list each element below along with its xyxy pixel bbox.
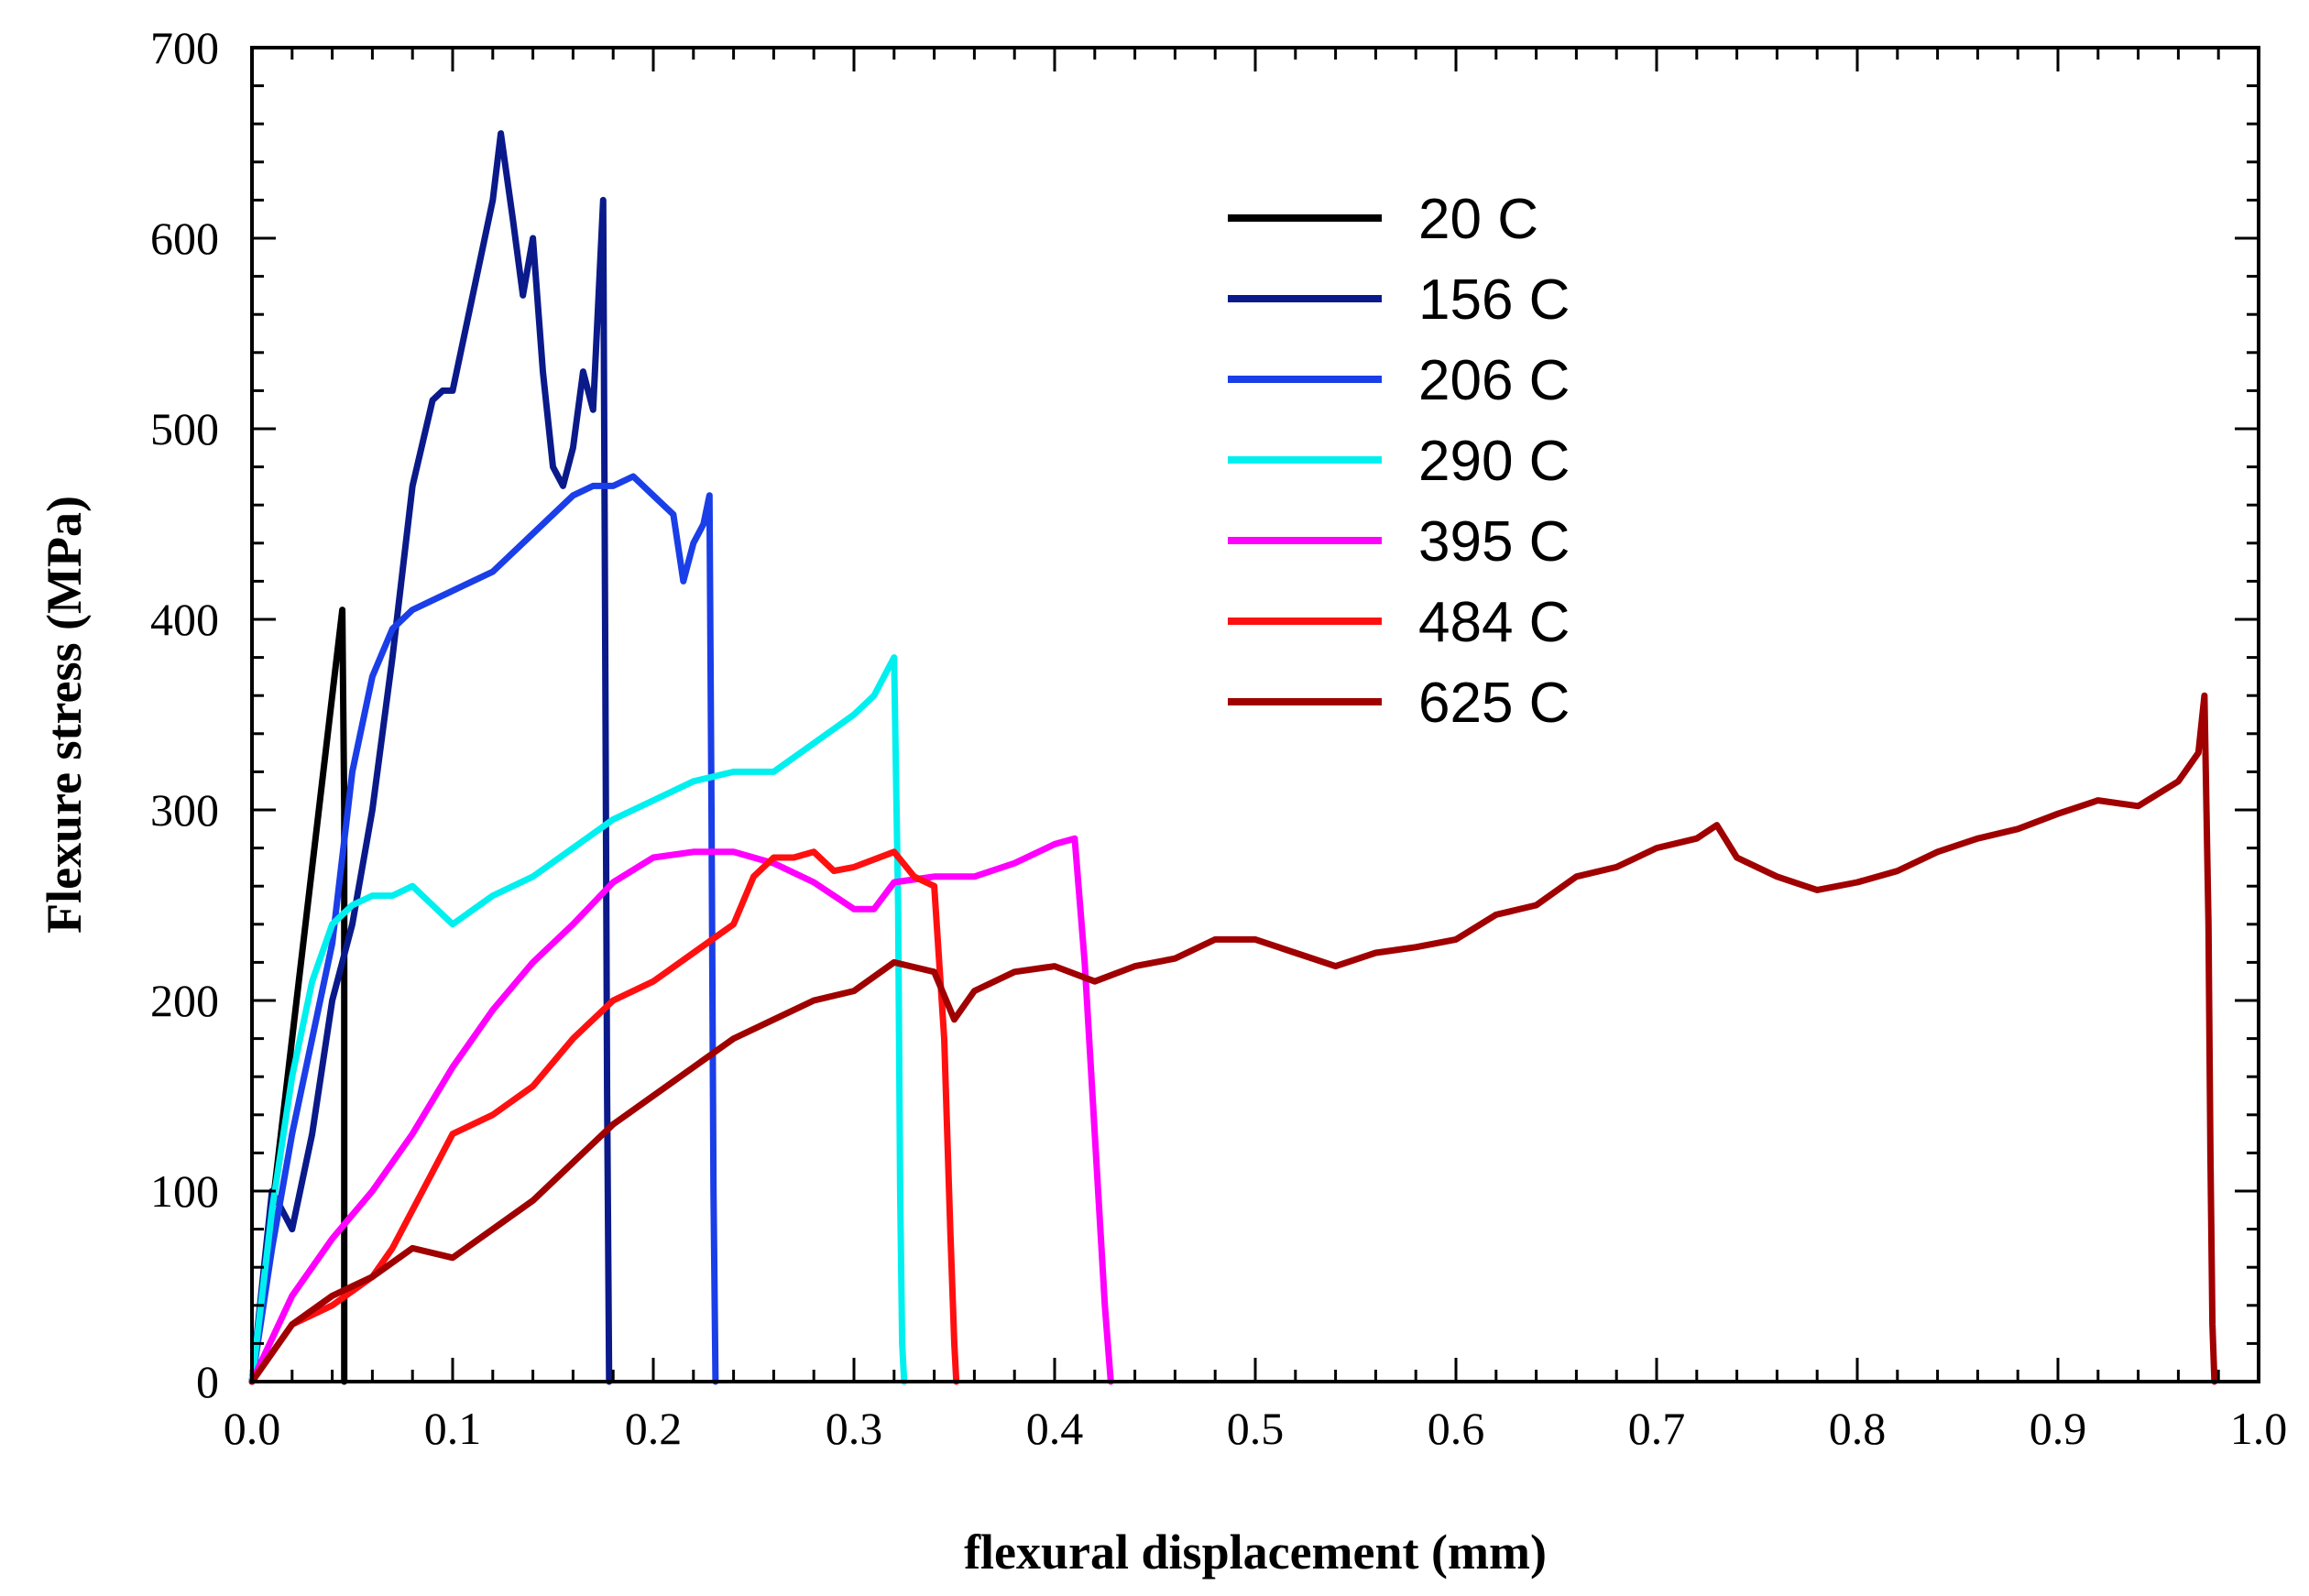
x-tick-label: 0.3 xyxy=(826,1403,883,1454)
legend-label-6: 625 C xyxy=(1418,672,1570,735)
x-tick-label: 0.9 xyxy=(2030,1403,2087,1454)
x-tick-label: 0.6 xyxy=(1428,1403,1485,1454)
y-tick-label: 400 xyxy=(150,594,219,645)
series-line-4 xyxy=(248,835,1114,1385)
x-tick-label: 0.4 xyxy=(1026,1403,1084,1454)
legend-label-0: 20 C xyxy=(1418,188,1538,251)
series-line-6 xyxy=(248,692,2218,1385)
legend-label-3: 290 C xyxy=(1418,430,1570,493)
x-tick-label: 0.5 xyxy=(1227,1403,1285,1454)
legend-label-2: 206 C xyxy=(1418,349,1570,412)
x-tick-label: 0.7 xyxy=(1628,1403,1686,1454)
y-tick-label: 500 xyxy=(150,403,219,454)
x-tick-label: 0.8 xyxy=(1829,1403,1887,1454)
x-tick-label: 1.0 xyxy=(2230,1403,2288,1454)
tick-labels-layer: 0.0 0.1 0.2 0.3 0.4 0.5 0.6 0.7 0.8 0.9 1.0 0 100 200… xyxy=(150,22,2287,1454)
x-tick-label: 0.0 xyxy=(224,1403,281,1454)
series-line-5 xyxy=(248,848,960,1385)
y-tick-label: 200 xyxy=(150,975,219,1026)
y-axis-title: Flexure stress (MPa) xyxy=(37,496,92,934)
y-tick-label: 0 xyxy=(196,1356,219,1407)
y-tick-label: 600 xyxy=(150,213,219,264)
legend-label-5: 484 C xyxy=(1418,591,1570,654)
series-line-3 xyxy=(248,654,908,1385)
x-tick-label: 0.1 xyxy=(424,1403,482,1454)
y-tick-label: 300 xyxy=(150,784,219,836)
series-layer xyxy=(248,130,2218,1385)
y-tick-label: 700 xyxy=(150,22,219,73)
x-axis-title: flexural displacement (mm) xyxy=(964,1525,1547,1580)
legend-label-4: 395 C xyxy=(1418,510,1570,574)
ticks-layer xyxy=(250,46,2260,1383)
x-tick-label: 0.2 xyxy=(625,1403,683,1454)
legend: 20 C 156 C 206 C 290 C 395 C 484 C 625 C xyxy=(1228,188,1570,735)
legend-label-1: 156 C xyxy=(1418,268,1570,332)
y-tick-label: 100 xyxy=(150,1165,219,1217)
series-line-2 xyxy=(248,473,719,1385)
series-line-1 xyxy=(248,130,613,1385)
